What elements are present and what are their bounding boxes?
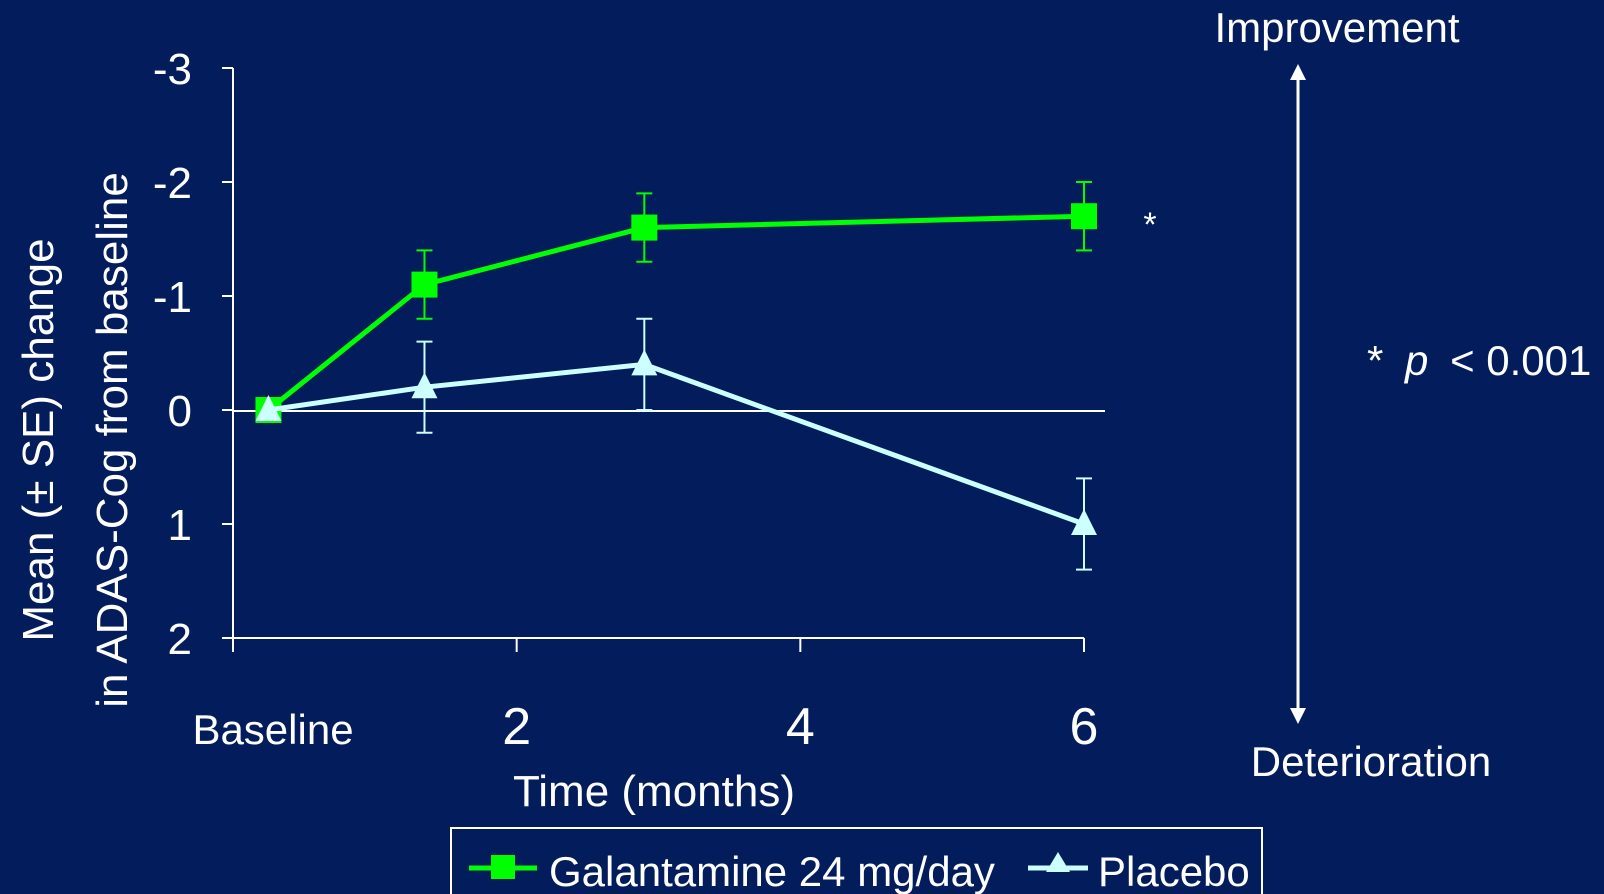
data-point-square bbox=[411, 271, 438, 298]
legend: Galantamine 24 mg/day Placebo bbox=[450, 827, 1263, 894]
data-point-triangle bbox=[411, 372, 438, 399]
data-point-triangle bbox=[631, 349, 658, 376]
p-value-p: p bbox=[1403, 337, 1428, 384]
legend-galantamine-label: Galantamine 24 mg/day bbox=[549, 848, 995, 894]
legend-placebo-triangle-icon bbox=[1046, 852, 1070, 872]
p-value-annotation: * p < 0.001 bbox=[1367, 337, 1591, 384]
y-tick-label: 1 bbox=[168, 501, 192, 550]
y-axis-label-line2: in ADAS-Cog from baseline bbox=[88, 172, 137, 708]
y-tick-label: -2 bbox=[153, 159, 192, 208]
series-layer bbox=[255, 181, 1097, 571]
arrow-down-icon bbox=[1290, 708, 1306, 724]
p-value-star: * bbox=[1367, 337, 1383, 384]
y-tick-label: 0 bbox=[168, 387, 192, 436]
series-1 bbox=[255, 317, 1097, 571]
series-line bbox=[266, 213, 1085, 412]
x-tick-label: 4 bbox=[786, 698, 815, 756]
x-tick-label: Baseline bbox=[192, 706, 353, 753]
legend-placebo-label: Placebo bbox=[1098, 848, 1250, 894]
y-tick-label: -3 bbox=[153, 45, 192, 94]
data-point-triangle bbox=[255, 395, 282, 421]
y-tick-label: -1 bbox=[153, 273, 192, 322]
legend-galantamine-square-icon bbox=[491, 855, 515, 879]
x-tick-label: 2 bbox=[502, 698, 531, 756]
x-axis-label: Time (months) bbox=[513, 767, 795, 816]
data-point-square bbox=[1071, 203, 1097, 230]
p-value-rest: < 0.001 bbox=[1450, 337, 1591, 384]
y-tick-label: 2 bbox=[168, 615, 192, 664]
x-ticks: Baseline 2 4 6 bbox=[192, 638, 1098, 756]
data-point-triangle bbox=[1071, 509, 1097, 535]
deterioration-label: Deterioration bbox=[1251, 738, 1491, 785]
x-tick-label: 6 bbox=[1070, 698, 1099, 756]
y-ticks: -3 -2 -1 0 1 2 bbox=[153, 45, 233, 664]
improvement-label: Improvement bbox=[1214, 4, 1459, 51]
legend-box bbox=[450, 827, 1263, 894]
series-0 bbox=[255, 181, 1097, 423]
y-axis-label-line1: Mean (± SE) change bbox=[14, 238, 63, 641]
significance-star: * bbox=[1143, 206, 1156, 244]
arrow-up-icon bbox=[1290, 64, 1306, 80]
data-point-square bbox=[631, 214, 658, 241]
series-line bbox=[268, 361, 1085, 527]
